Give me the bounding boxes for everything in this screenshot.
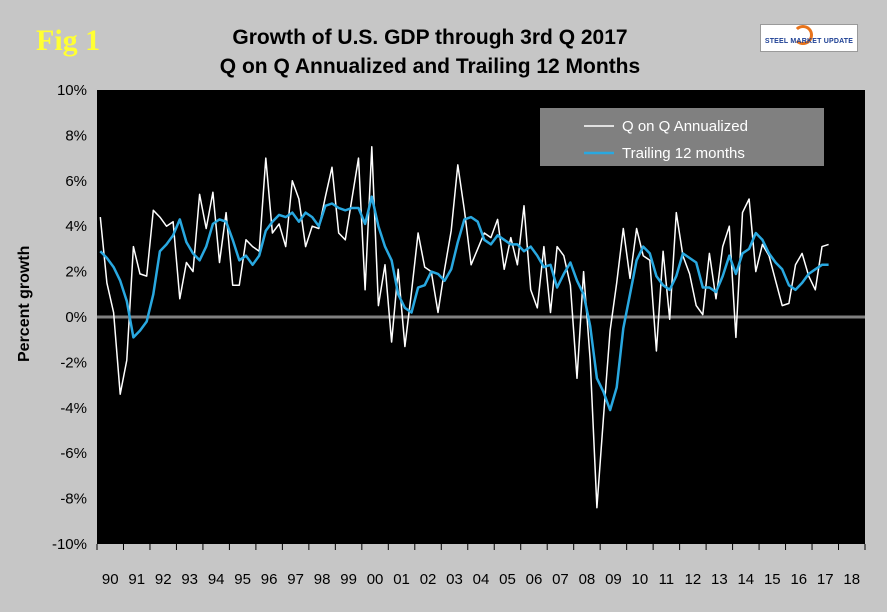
x-tick-label: 98: [314, 571, 331, 588]
x-tick-label: 18: [843, 571, 860, 588]
x-tick-label: 93: [181, 571, 198, 588]
y-tick-label: -4%: [60, 400, 87, 417]
logo-text: STEEL MARKET UPDATE: [764, 38, 854, 45]
series-layer: [99, 146, 829, 509]
x-tick-label: 99: [340, 571, 357, 588]
y-tick-label: -10%: [52, 536, 87, 553]
x-tick-label: 97: [287, 571, 304, 588]
x-axis-ticks: 90 91 92 93 94 95 96 97 98 99 00 01 02 03 04 05 06 07 08 09…: [96, 544, 866, 588]
x-tick-label: 94: [208, 571, 225, 588]
y-tick-label: 4%: [65, 218, 87, 235]
x-tick-label: 11: [659, 571, 675, 588]
y-tick-label: -6%: [60, 445, 87, 462]
y-axis-ticks: 10% 8% 6% 4% 2% 0% -2% -4% -6% -8% -10%: [52, 82, 87, 553]
x-tick-label: 15: [764, 571, 781, 588]
series-line-trailing: [99, 195, 829, 412]
logo-swoosh-icon: [793, 25, 813, 45]
legend-label-qoq: Q on Q Annualized: [622, 118, 748, 135]
y-tick-label: 6%: [65, 173, 87, 190]
legend-box: [540, 108, 824, 166]
x-tick-label: 96: [261, 571, 278, 588]
y-tick-label: -8%: [60, 491, 87, 508]
x-tick-label: 10: [632, 571, 649, 588]
figure-label: Fig 1: [36, 24, 101, 57]
x-tick-label: 92: [155, 571, 172, 588]
x-tick-label: 05: [499, 571, 516, 588]
y-tick-label: 2%: [65, 264, 87, 281]
y-tick-label: 8%: [65, 127, 87, 144]
x-tick-label: 90: [102, 571, 119, 588]
x-tick-label: 06: [526, 571, 543, 588]
x-tick-label: 09: [605, 571, 622, 588]
x-tick-label: 00: [367, 571, 384, 588]
y-tick-label: 10%: [57, 82, 87, 99]
x-tick-label: 07: [552, 571, 569, 588]
x-tick-label: 03: [446, 571, 463, 588]
y-tick-label: -2%: [60, 354, 87, 371]
x-tick-label: 04: [473, 571, 490, 588]
chart-subtitle: Q on Q Annualized and Trailing 12 Months: [219, 55, 641, 78]
x-tick-label: 17: [817, 571, 834, 588]
legend-label-trailing: Trailing 12 months: [622, 145, 745, 162]
x-tick-label: 01: [393, 571, 410, 588]
legend: Q on Q Annualized Trailing 12 months: [540, 108, 824, 166]
y-tick-label: 0%: [65, 309, 87, 326]
x-tick-label: 95: [234, 571, 251, 588]
chart-title: Growth of U.S. GDP through 3rd Q 2017: [232, 26, 628, 49]
x-tick-label: 91: [128, 571, 145, 588]
x-tick-label: 02: [420, 571, 437, 588]
x-tick-label: 14: [737, 571, 754, 588]
series-line-qoq: [99, 146, 829, 509]
steel-market-update-logo: STEEL MARKET UPDATE: [760, 24, 858, 52]
x-tick-label: 12: [685, 571, 702, 588]
x-tick-label: 16: [790, 571, 807, 588]
x-tick-label: 08: [579, 571, 596, 588]
x-tick-label: 13: [711, 571, 728, 588]
